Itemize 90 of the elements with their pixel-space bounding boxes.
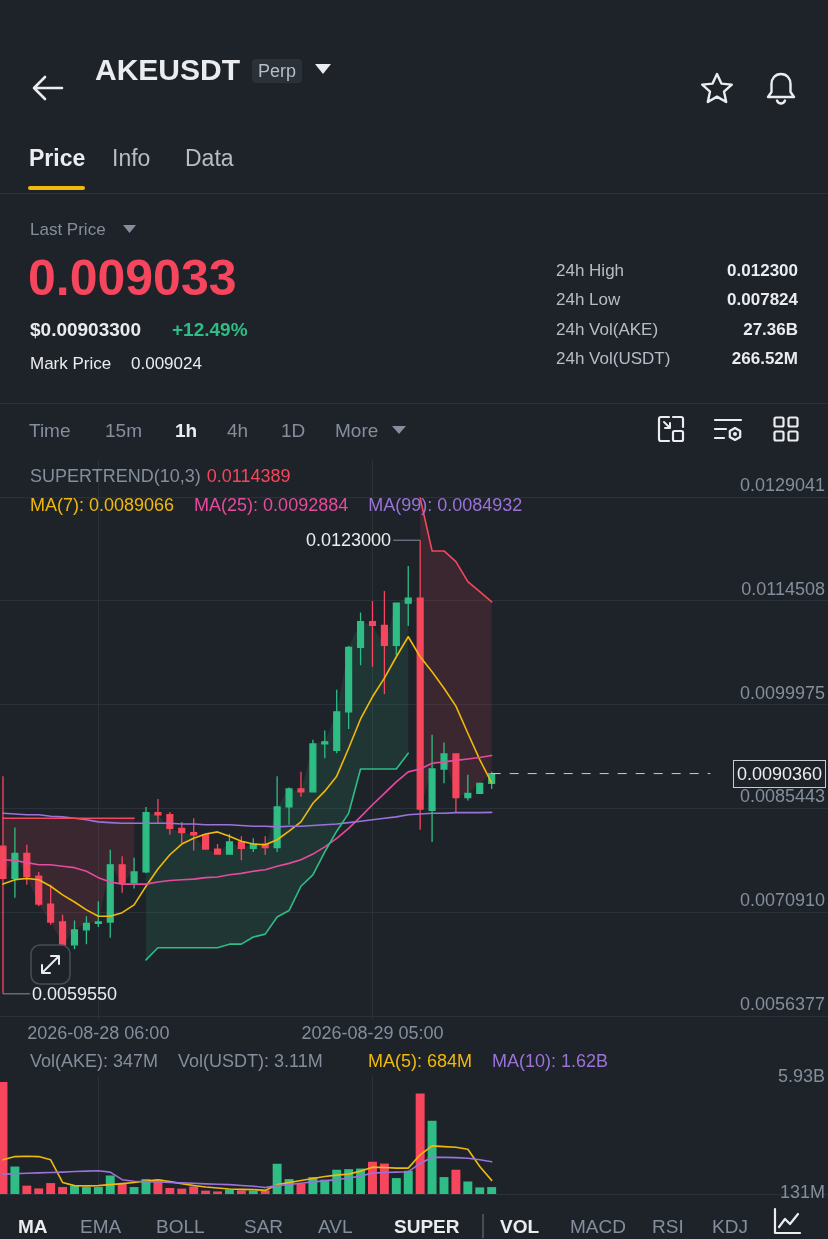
text: 0.012300 — [727, 261, 798, 281]
x-tick-label: 2026-08-28 06:00 — [27, 1023, 170, 1043]
text: 24h Vol(USDT) — [556, 349, 671, 369]
bar — [296, 1183, 306, 1194]
text: 15m — [105, 419, 142, 442]
bar — [248, 1190, 258, 1194]
y-tick-label: 0.0070910 — [739, 890, 825, 911]
line-series — [2, 1156, 493, 1189]
text: Perp — [252, 59, 303, 83]
text: Data — [185, 144, 234, 172]
bar — [487, 1187, 497, 1194]
bar — [403, 1170, 413, 1194]
y-tick-label: 0.0114508 — [741, 578, 825, 599]
bar — [46, 1183, 56, 1194]
x-tick-label: 2026-08-29 05:00 — [301, 1023, 444, 1043]
text: 0.009033 — [28, 249, 237, 308]
y-tick-label: 0.0099975 — [739, 682, 825, 703]
bar — [272, 1163, 282, 1194]
line-series — [2, 1145, 493, 1192]
text: 24h High — [556, 261, 625, 281]
bar — [93, 1187, 103, 1194]
annotation: 0.0114389 — [206, 466, 291, 486]
y-tick-label: 0.0129041 — [739, 474, 825, 495]
text: AVL — [318, 1215, 353, 1238]
bar — [58, 1187, 68, 1194]
text: 0.009024 — [131, 354, 202, 374]
text: Vol(AKE): 347M — [30, 1051, 159, 1071]
annotation: 0.0059550 — [32, 984, 118, 1004]
text: VOL — [500, 1215, 540, 1238]
bar — [117, 1183, 127, 1194]
bar — [213, 1191, 222, 1194]
bar — [201, 1190, 211, 1194]
text: 266.52M — [731, 349, 798, 369]
text: 27.36B — [743, 320, 798, 340]
annotation: 0.0123000 — [306, 530, 392, 550]
text: MA(7): 0.0089066 — [30, 495, 175, 515]
bar — [475, 1187, 485, 1194]
ref-line-label: 0.0090360 — [737, 764, 823, 784]
bar — [379, 1163, 389, 1194]
text: KDJ — [712, 1215, 748, 1238]
bar — [224, 1189, 234, 1194]
bar — [439, 1177, 449, 1194]
text: SUPER — [394, 1215, 460, 1238]
bar — [129, 1187, 139, 1194]
text: 24h Low — [556, 290, 621, 310]
y-tick-label: 5.93B — [777, 1066, 825, 1087]
text: 24h Vol(AKE) — [556, 320, 659, 340]
bar — [427, 1120, 437, 1194]
text: MA(10): 1.62B — [492, 1051, 609, 1071]
text: Vol(USDT): 3.11M — [178, 1051, 323, 1071]
bar — [0, 1081, 8, 1194]
text: 1D — [281, 419, 306, 442]
annotation: SUPERTREND(10,3) — [30, 466, 201, 486]
text: EMA — [80, 1215, 122, 1238]
text: More — [335, 419, 379, 442]
bar — [236, 1190, 246, 1194]
y-tick-label: 131M — [779, 1181, 825, 1202]
bar — [34, 1188, 44, 1194]
y-tick-label: 0.0056377 — [739, 994, 825, 1015]
text: Price — [29, 144, 86, 172]
text: +12.49% — [172, 318, 248, 341]
text: Info — [112, 144, 151, 172]
text: MACD — [570, 1215, 626, 1238]
bar — [189, 1186, 199, 1194]
text: RSI — [652, 1215, 684, 1238]
text: Mark Price — [30, 354, 112, 374]
text: 1h — [175, 419, 198, 442]
y-tick-label: 0.0085443 — [739, 786, 825, 807]
text: Last Price — [30, 220, 106, 240]
bar — [22, 1185, 32, 1194]
text: MA(25): 0.0092884 — [194, 495, 349, 515]
text: 4h — [227, 419, 249, 442]
text: MA — [18, 1215, 48, 1238]
bar — [391, 1178, 401, 1194]
bar — [81, 1187, 91, 1194]
text: 0.007824 — [727, 290, 798, 310]
bar — [10, 1166, 20, 1194]
bar — [177, 1188, 187, 1194]
bar — [165, 1188, 175, 1194]
bar — [70, 1185, 79, 1194]
bar — [463, 1181, 473, 1194]
bar — [105, 1175, 115, 1194]
text: AKEUSDT — [95, 52, 241, 88]
text: $0.00903300 — [30, 318, 141, 341]
text: MA(5): 684M — [368, 1051, 473, 1071]
bar — [415, 1093, 425, 1194]
text: BOLL — [156, 1215, 205, 1238]
text: SAR — [244, 1215, 284, 1238]
bar — [451, 1169, 461, 1194]
text: Time — [29, 419, 71, 442]
